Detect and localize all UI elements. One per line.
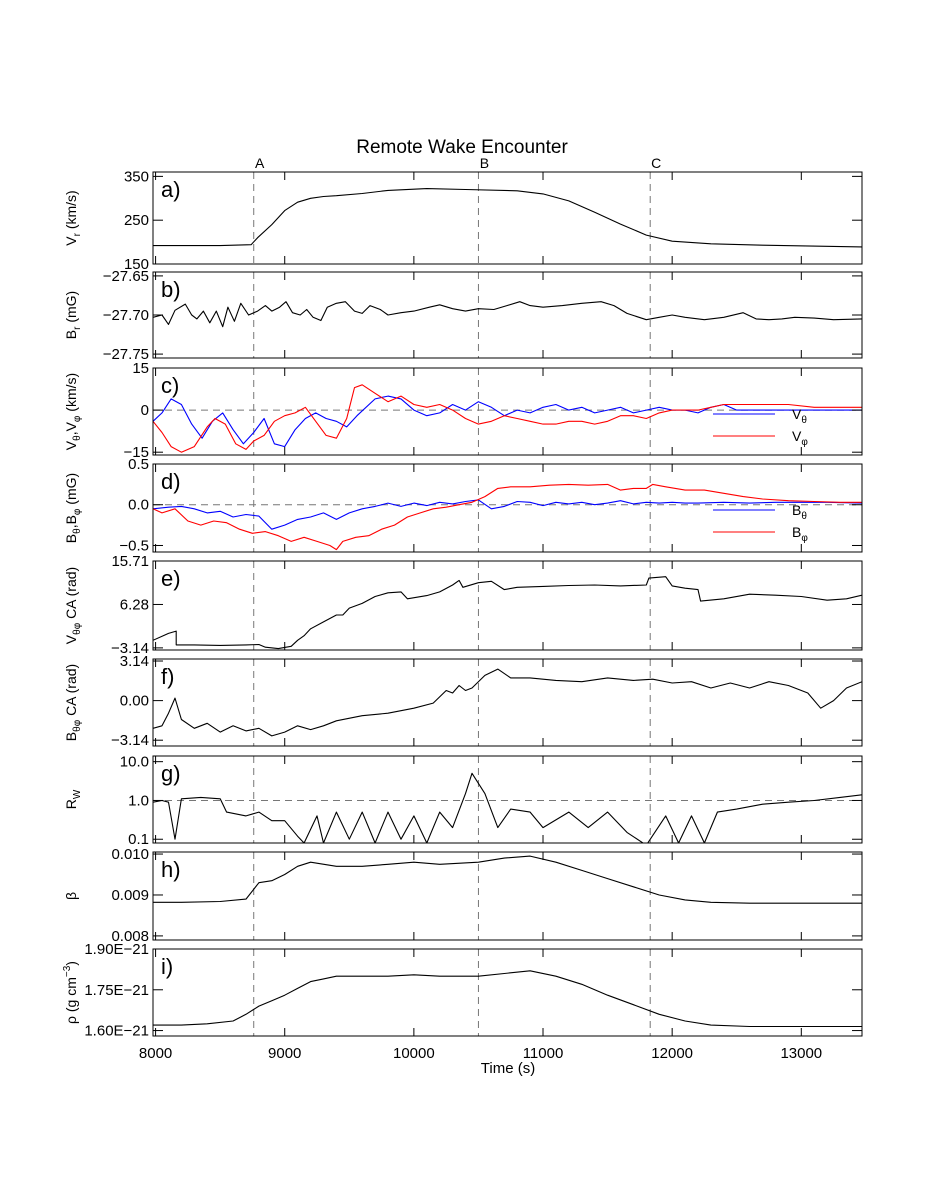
panel-letter: a) bbox=[161, 177, 181, 202]
y-tick-label: 15.71 bbox=[111, 553, 149, 570]
panel-frame bbox=[152, 463, 863, 553]
panel-frame bbox=[152, 755, 863, 844]
series-line-2 bbox=[153, 483, 862, 551]
panel-e: 15.71 6.28 −3.14 e) Vθφ CA (rad) bbox=[63, 553, 863, 657]
legend-entry: Bθ bbox=[792, 502, 807, 522]
panel-i: 1.90E−21 1.75E−21 1.60E−21 i) ρ (g cm−3) bbox=[62, 941, 863, 1040]
panel-h: 0.010 0.009 0.008 h) β bbox=[63, 846, 863, 945]
panel-letter: h) bbox=[161, 857, 181, 882]
event-marker-labels: A B C bbox=[255, 155, 661, 171]
y-tick-label: 0.1 bbox=[128, 831, 149, 848]
x-tick-label: 9000 bbox=[268, 1045, 301, 1062]
y-tick-label: 250 bbox=[124, 212, 149, 229]
series-line-1 bbox=[153, 499, 862, 530]
panel-g: 10.0 1.0 0.1 g) RW bbox=[63, 754, 863, 848]
panel-letter: e) bbox=[161, 566, 181, 591]
x-axis-label: Time (s) bbox=[481, 1060, 535, 1077]
legend-entry: Bφ bbox=[792, 524, 808, 544]
y-axis-label: Bθφ CA (rad) bbox=[63, 664, 83, 741]
y-tick-label: −3.14 bbox=[111, 640, 149, 657]
panel-letter: f) bbox=[161, 664, 174, 689]
y-tick-label: 0.00 bbox=[120, 693, 149, 710]
series-line-1 bbox=[153, 668, 862, 737]
y-tick-label: 1.90E−21 bbox=[84, 941, 149, 958]
x-tick-label: 10000 bbox=[393, 1045, 435, 1062]
y-axis-label: Vr (km/s) bbox=[63, 190, 83, 245]
y-axis-label: β bbox=[63, 892, 79, 900]
panel-f: 3.14 0.00 −3.14 f) Bθφ CA (rad) bbox=[63, 653, 863, 749]
y-tick-label: 1.0 bbox=[128, 792, 149, 809]
x-tick-label: 12000 bbox=[651, 1045, 693, 1062]
y-tick-label: 3.14 bbox=[120, 653, 149, 670]
y-tick-label: 0.010 bbox=[111, 846, 149, 863]
y-tick-label: 6.28 bbox=[120, 596, 149, 613]
panel-letter: b) bbox=[161, 277, 181, 302]
y-tick-label: 0 bbox=[141, 402, 149, 419]
x-tick-label: 13000 bbox=[780, 1045, 822, 1062]
marker-label-c: C bbox=[651, 155, 661, 171]
series-line-1 bbox=[153, 970, 862, 1028]
chart-title: Remote Wake Encounter bbox=[356, 137, 568, 158]
y-tick-label: −27.70 bbox=[103, 307, 149, 324]
y-axis-label: Vθ,Vφ (km/s) bbox=[63, 373, 83, 450]
y-tick-label: 150 bbox=[124, 256, 149, 273]
panel-letter: i) bbox=[161, 954, 173, 979]
y-axis-label: Br (mG) bbox=[63, 291, 83, 339]
y-tick-label: 0.5 bbox=[128, 456, 149, 473]
y-tick-label: −27.65 bbox=[103, 268, 149, 285]
panel-a: 350 250 150 a) Vr (km/s) bbox=[63, 168, 863, 273]
panel-frame bbox=[152, 948, 863, 1037]
y-tick-label: −0.5 bbox=[119, 537, 149, 554]
series-line-1 bbox=[153, 395, 862, 448]
series-line-1 bbox=[153, 772, 862, 843]
y-tick-label: −27.75 bbox=[103, 346, 149, 363]
y-axis-label: Bθ,Bφ (mG) bbox=[63, 473, 83, 543]
y-tick-label: 1.75E−21 bbox=[84, 982, 149, 999]
marker-label-b: B bbox=[480, 155, 489, 171]
y-tick-label: 350 bbox=[124, 168, 149, 185]
series-line-1 bbox=[153, 855, 862, 904]
panel-frame bbox=[152, 367, 863, 456]
y-tick-label: 0.0 bbox=[128, 497, 149, 514]
panel-frame bbox=[152, 271, 863, 359]
panel-frame bbox=[152, 171, 863, 265]
series-line-1 bbox=[153, 576, 862, 650]
y-tick-label: 0.008 bbox=[111, 928, 149, 945]
y-axis-label: ρ (g cm−3) bbox=[62, 961, 79, 1024]
panel-frame bbox=[152, 658, 863, 747]
x-axis: 8000 9000 10000 11000 12000 13000 bbox=[139, 1045, 822, 1062]
panel-letter: g) bbox=[161, 761, 181, 786]
y-tick-label: −3.14 bbox=[111, 732, 149, 749]
panel-letter: d) bbox=[161, 469, 181, 494]
y-tick-label: −15 bbox=[124, 444, 149, 461]
series-line-1 bbox=[153, 301, 862, 328]
series-line-1 bbox=[153, 188, 862, 248]
y-tick-label: 0.009 bbox=[111, 887, 149, 904]
legend-entry: Vθ bbox=[792, 406, 807, 426]
legend-entry: Vφ bbox=[792, 428, 808, 448]
panel-letter: c) bbox=[161, 373, 179, 398]
y-tick-label: 1.60E−21 bbox=[84, 1023, 149, 1040]
panel-frame bbox=[152, 851, 863, 941]
series-line-2 bbox=[153, 384, 862, 453]
x-tick-label: 8000 bbox=[139, 1045, 172, 1062]
y-axis-label: RW bbox=[63, 789, 83, 809]
y-axis-label: Vθφ CA (rad) bbox=[63, 567, 83, 644]
y-tick-label: 10.0 bbox=[120, 754, 149, 771]
x-tick-label: 11000 bbox=[523, 1045, 564, 1062]
marker-label-a: A bbox=[255, 155, 265, 171]
y-tick-label: 15 bbox=[132, 360, 149, 377]
panel-b: −27.65 −27.70 −27.75 b) Br (mG) bbox=[63, 268, 863, 363]
panel-frame bbox=[152, 560, 863, 651]
